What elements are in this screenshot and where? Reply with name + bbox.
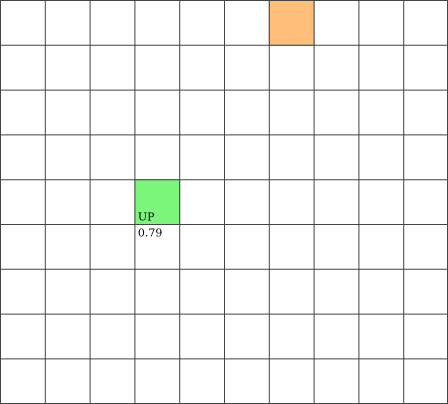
agent-cell-value-label: 0.79 xyxy=(138,227,163,240)
agent-cell-action-label: UP xyxy=(138,211,155,224)
cell-labels: UP 0.79 xyxy=(138,211,163,240)
goal-cell xyxy=(268,0,315,46)
